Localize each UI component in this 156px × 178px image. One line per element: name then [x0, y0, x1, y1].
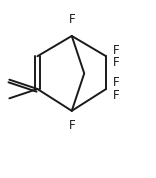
Text: F: F — [113, 43, 120, 56]
Text: F: F — [68, 119, 75, 132]
Text: F: F — [68, 13, 75, 26]
Text: F: F — [113, 56, 120, 69]
Text: F: F — [113, 76, 120, 89]
Text: F: F — [113, 89, 120, 102]
